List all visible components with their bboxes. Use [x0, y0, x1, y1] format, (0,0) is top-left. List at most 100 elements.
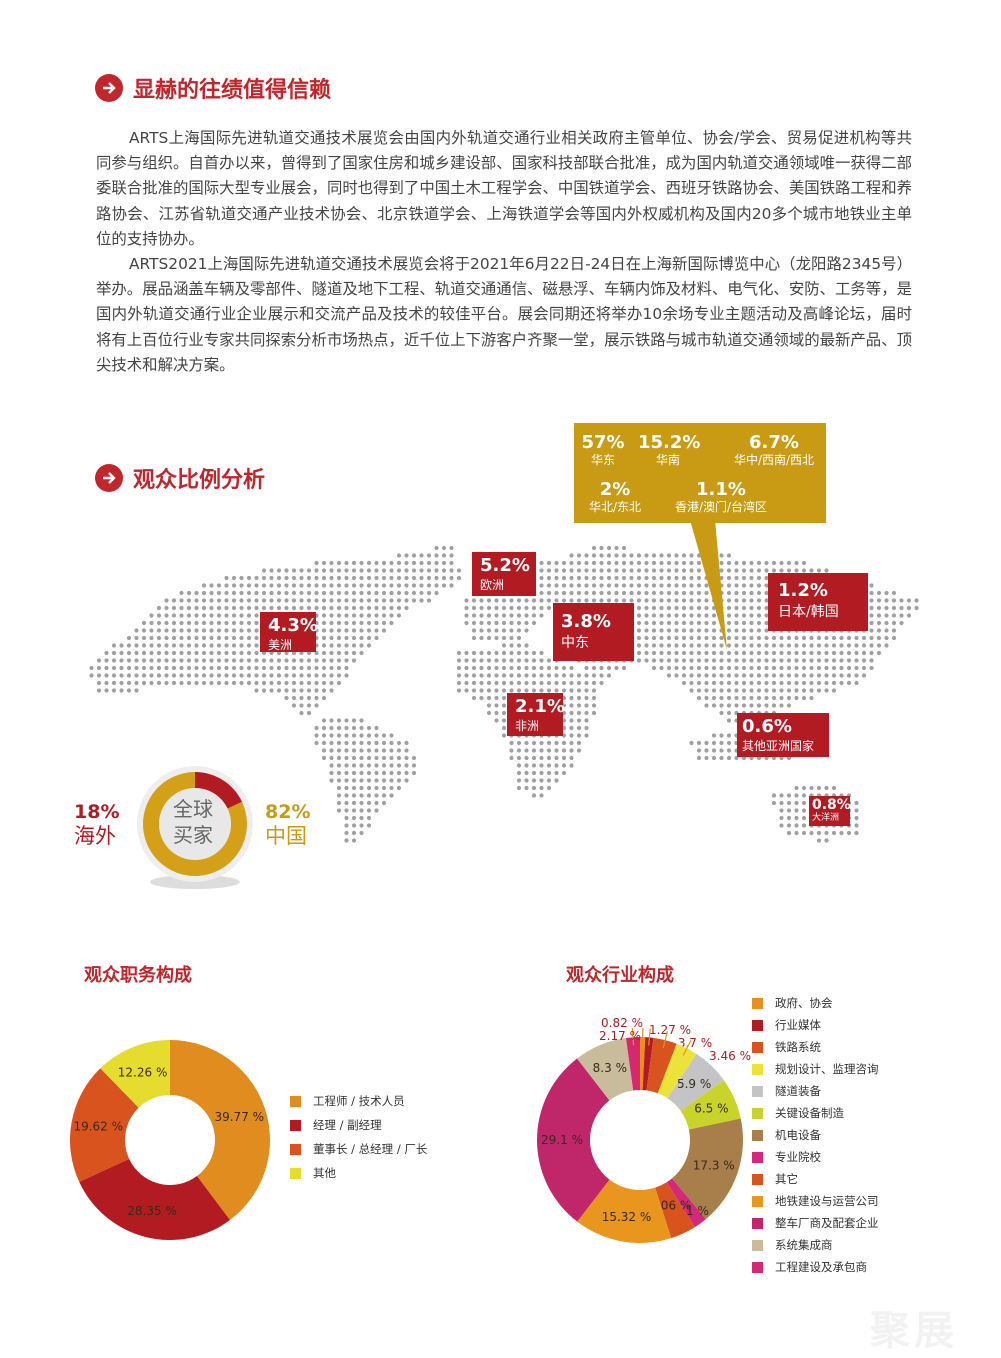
map-dot	[576, 688, 582, 693]
map-dot	[329, 725, 334, 731]
map-dot	[809, 635, 814, 641]
slice-label: 2.17 %	[599, 1029, 641, 1043]
map-dot	[891, 635, 897, 641]
map-dot	[636, 553, 642, 558]
map-dot	[419, 568, 424, 573]
map-dot	[261, 673, 267, 678]
map-dot	[576, 680, 582, 686]
map-dot	[411, 763, 417, 768]
map-dot	[689, 620, 694, 626]
map-dot	[719, 710, 724, 716]
map-dot	[561, 755, 567, 761]
map-dot	[509, 628, 514, 633]
map-dot	[599, 590, 604, 596]
map-dot	[704, 658, 709, 663]
map-dot	[351, 620, 357, 626]
map-dot	[651, 658, 657, 663]
map-dot	[546, 748, 552, 753]
map-dot	[224, 575, 229, 581]
map-dot	[231, 643, 237, 648]
map-dot	[254, 598, 259, 603]
map-dot	[224, 598, 229, 603]
map-dot	[111, 643, 117, 648]
map-dot	[659, 568, 664, 573]
map-dot	[254, 650, 259, 656]
map-dot	[471, 613, 477, 618]
map-dot	[516, 688, 522, 693]
map-dot	[501, 718, 507, 723]
map-dot	[794, 695, 799, 701]
map-dot	[801, 808, 807, 813]
map-dot	[344, 605, 349, 611]
map-dot	[104, 665, 109, 671]
map-dot	[209, 628, 214, 633]
map-dot	[351, 793, 357, 798]
map-dot	[231, 628, 237, 633]
map-dot	[171, 673, 177, 678]
map-dot	[351, 763, 357, 768]
map-dot	[666, 575, 672, 581]
map-dot	[561, 763, 567, 768]
map-dot	[366, 560, 372, 566]
map-dot	[96, 688, 102, 693]
map-dot	[336, 680, 342, 686]
map-dot	[636, 650, 642, 656]
map-dot	[704, 620, 709, 626]
legend-swatch	[752, 1217, 763, 1229]
map-dot	[359, 575, 364, 581]
map-dot	[336, 575, 342, 581]
map-dot	[321, 673, 327, 678]
map-dot	[771, 673, 777, 678]
map-dot	[479, 620, 484, 626]
map-dot	[291, 590, 297, 596]
pie-slice	[625, 1037, 640, 1091]
map-dot	[869, 643, 874, 648]
map-dot	[569, 763, 574, 768]
map-dot	[584, 710, 589, 716]
map-dot	[771, 658, 777, 663]
map-dot	[441, 568, 447, 573]
pie-slice	[79, 1158, 230, 1240]
map-dot	[449, 568, 454, 573]
map-dot	[614, 568, 619, 573]
map-dot	[816, 838, 822, 843]
map-dot	[246, 590, 252, 596]
map-dot	[794, 658, 799, 663]
map-dot	[801, 665, 807, 671]
map-dot	[486, 650, 492, 656]
map-dot	[216, 658, 222, 663]
legend-label: 机电设备	[775, 1128, 821, 1142]
legend-item: 铁路系统	[752, 1036, 879, 1058]
map-dot	[591, 583, 597, 588]
map-dot	[396, 770, 402, 776]
map-dot	[441, 583, 447, 588]
map-dot	[779, 635, 784, 641]
map-dot	[509, 755, 514, 761]
map-dot	[486, 673, 492, 678]
map-dot	[636, 635, 642, 641]
map-dot	[314, 583, 319, 588]
map-dot	[599, 665, 604, 671]
map-dot	[374, 800, 379, 806]
map-dot	[359, 770, 364, 776]
map-dot	[704, 635, 709, 641]
map-dot	[756, 598, 762, 603]
map-dot	[816, 830, 822, 836]
map-dot	[606, 590, 612, 596]
map-dot	[501, 613, 507, 618]
map-dot	[381, 605, 387, 611]
industry-chart-title: 观众行业构成	[566, 965, 674, 986]
map-dot	[516, 665, 522, 671]
map-dot	[306, 598, 312, 603]
map-dot	[764, 620, 769, 626]
legend-label: 行业媒体	[775, 1018, 821, 1032]
map-dot	[876, 635, 882, 641]
map-dot	[239, 590, 244, 596]
map-dot	[884, 613, 889, 618]
map-dot	[741, 605, 747, 611]
map-dot	[546, 605, 552, 611]
pie-slice	[666, 1178, 706, 1228]
section-title: 观众比例分析	[133, 468, 266, 493]
legend-item: 工程建设及承包商	[752, 1256, 879, 1278]
map-dot	[666, 568, 672, 573]
